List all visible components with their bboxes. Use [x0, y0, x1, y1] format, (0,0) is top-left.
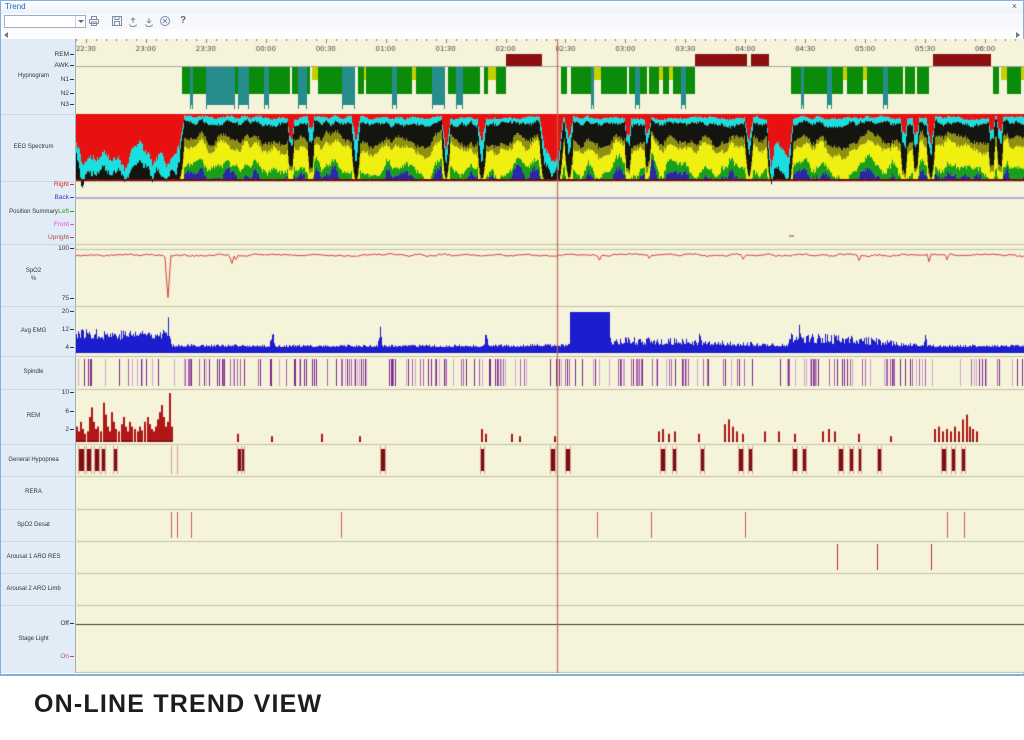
- toolbar: ?: [1, 13, 1023, 30]
- channel-name: Arousal 2 ARO Limb: [6, 585, 61, 592]
- channel-label-stage-light: Stage Light: [1, 605, 76, 673]
- axis-tick-position-summary: Right: [54, 181, 74, 189]
- channel-name: Stage Light: [18, 635, 49, 642]
- axis-tick-rem: 10: [62, 389, 74, 397]
- cancel-icon[interactable]: [158, 14, 171, 27]
- window-title: Trend: [5, 2, 26, 11]
- close-icon[interactable]: ×: [1011, 1, 1017, 11]
- channel-label-arousal-2: Arousal 2 ARO Limb: [1, 573, 76, 605]
- channel-label-avg-emg: Avg EMG: [1, 306, 76, 356]
- channel-name: General Hypopnea: [8, 456, 59, 463]
- axis-tick-avg-emg: 12: [62, 326, 74, 334]
- channel-label-hypnogram: Hypnogram: [1, 39, 76, 114]
- import-icon[interactable]: [142, 14, 155, 27]
- channel-name: SpO2 %: [25, 267, 42, 282]
- trend-preset-combo[interactable]: [4, 15, 86, 28]
- caption-text: ON-LINE TREND VIEW: [34, 690, 323, 718]
- channel-label-spo2: SpO2 %: [1, 244, 76, 306]
- printer-icon[interactable]: [87, 14, 100, 27]
- help-icon[interactable]: ?: [180, 15, 187, 26]
- scroll-right-icon[interactable]: [1016, 32, 1020, 38]
- axis-tick-position-summary: Front: [54, 221, 74, 229]
- axis-tick-stage-light: Off: [60, 620, 74, 628]
- channel-label-rera: RERA: [1, 476, 76, 509]
- trend-plot-canvas[interactable]: [76, 39, 1024, 673]
- save-icon[interactable]: [110, 14, 123, 27]
- channel-label-position-summary: Position Summary: [1, 181, 76, 244]
- channel-label-column: Hypnogram REM AWK N1 N2 N3 EEG Spectrum Positio…: [1, 39, 76, 673]
- axis-tick-rem: 2: [65, 426, 74, 434]
- axis-tick-spo2: 75: [62, 295, 74, 303]
- channel-label-spo2-desat: SpO2 Desat: [1, 509, 76, 541]
- channel-label-general-hypopnea: General Hypopnea: [1, 444, 76, 476]
- channel-name: REM: [26, 413, 41, 420]
- channel-label-eeg-spectrum: EEG Spectrum: [1, 114, 76, 181]
- channel-name: Hypnogram: [17, 72, 49, 79]
- title-bar: Trend ×: [1, 1, 1023, 13]
- axis-tick-position-summary: Back: [55, 194, 74, 202]
- axis-tick-hypnogram: N3: [61, 101, 74, 109]
- axis-tick-position-summary: Left: [58, 208, 74, 216]
- export-icon[interactable]: [126, 14, 139, 27]
- axis-tick-avg-emg: 20: [62, 308, 74, 316]
- chevron-down-icon[interactable]: [75, 16, 85, 27]
- channel-name: Avg EMG: [20, 327, 47, 334]
- channel-name: SpO2 Desat: [17, 521, 50, 528]
- channel-name: Position Summary: [9, 209, 58, 216]
- channel-label-arousal-1: Arousal 1 ARO RES: [1, 541, 76, 573]
- channel-label-rem: REM: [1, 389, 76, 444]
- axis-tick-rem: 6: [65, 408, 74, 416]
- toolbar-icons: ?: [87, 14, 186, 27]
- scroll-left-icon[interactable]: [4, 32, 8, 38]
- axis-tick-spo2: 100: [58, 245, 74, 253]
- channel-label-spindle: Spindle: [1, 356, 76, 389]
- axis-tick-hypnogram: N2: [61, 90, 74, 98]
- trend-chart: Hypnogram REM AWK N1 N2 N3 EEG Spectrum Positio…: [1, 39, 1024, 673]
- axis-tick-stage-light: On: [60, 653, 74, 661]
- axis-tick-avg-emg: 4: [65, 344, 74, 352]
- channel-name: EEG Spectrum: [13, 144, 54, 151]
- axis-tick-position-summary: Upright: [48, 234, 74, 242]
- trend-window: Trend ×: [0, 0, 1024, 676]
- axis-tick-hypnogram: AWK: [54, 62, 74, 70]
- channel-name: RERA: [25, 489, 42, 496]
- channel-name: Spindle: [23, 369, 44, 376]
- channel-name: Arousal 1 ARO RES: [6, 553, 61, 560]
- axis-tick-hypnogram: N1: [61, 76, 74, 84]
- axis-tick-hypnogram: REM: [55, 51, 74, 59]
